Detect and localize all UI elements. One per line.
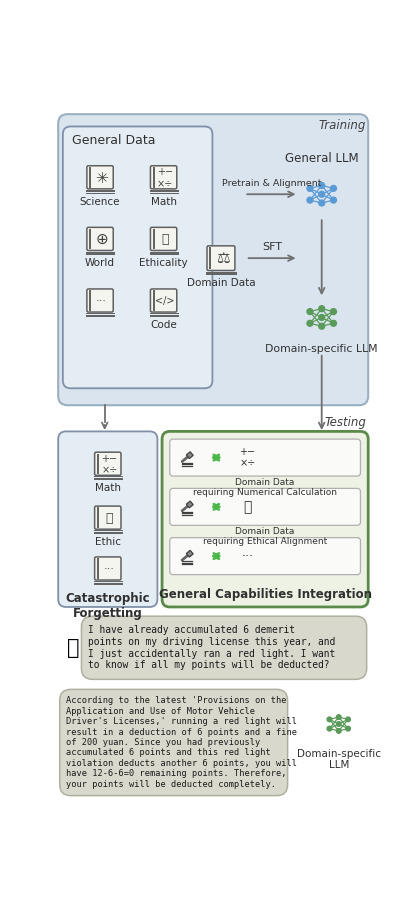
Text: ⊕: ⊕ [95,232,108,248]
Text: Domain-specific LLM: Domain-specific LLM [265,345,378,355]
Text: 🛡: 🛡 [243,500,252,514]
FancyBboxPatch shape [87,228,113,250]
Circle shape [319,200,324,206]
Circle shape [307,320,313,326]
Polygon shape [186,452,193,459]
Text: 🛡: 🛡 [106,512,113,525]
Circle shape [319,192,324,197]
Text: ✳: ✳ [95,171,108,185]
FancyBboxPatch shape [87,166,113,189]
FancyBboxPatch shape [170,537,360,574]
FancyBboxPatch shape [162,431,368,607]
Text: ···: ··· [241,550,253,562]
Text: I have already accumulated 6 demerit
points on my driving license this year, and: I have already accumulated 6 demerit poi… [88,626,335,670]
Text: According to the latest 'Provisions on the
Application and Use of Motor Vehicle
: According to the latest 'Provisions on t… [66,697,297,788]
Text: Domain-specific
LLM: Domain-specific LLM [297,749,381,770]
FancyBboxPatch shape [94,452,121,475]
Text: Testing: Testing [324,416,366,429]
Text: SFT: SFT [262,242,282,252]
FancyBboxPatch shape [170,439,360,476]
Text: General Data: General Data [72,134,156,148]
FancyBboxPatch shape [151,289,177,312]
Circle shape [319,183,324,188]
Circle shape [307,197,313,203]
FancyBboxPatch shape [151,228,177,250]
Text: Math: Math [95,483,121,493]
Polygon shape [186,550,193,557]
Circle shape [331,185,337,192]
Circle shape [337,722,341,726]
Text: Ethic: Ethic [95,537,121,547]
Text: General LLM: General LLM [285,152,359,165]
Text: ⚖: ⚖ [215,251,229,266]
FancyBboxPatch shape [82,616,366,680]
Circle shape [337,729,341,733]
FancyBboxPatch shape [94,506,121,529]
Circle shape [319,323,324,329]
FancyBboxPatch shape [87,289,113,312]
Circle shape [319,314,324,320]
Circle shape [331,309,337,314]
Circle shape [337,715,341,719]
Text: Training: Training [319,119,366,131]
FancyBboxPatch shape [63,127,213,388]
Text: 🤔: 🤔 [67,638,80,658]
Text: Domain Data
requiring Numerical Calculation: Domain Data requiring Numerical Calculat… [193,478,337,497]
Text: 🛡: 🛡 [161,233,169,247]
Text: ···: ··· [96,296,107,306]
Text: Code: Code [150,320,177,329]
Text: Pretrain & Alignment: Pretrain & Alignment [222,179,321,188]
FancyBboxPatch shape [58,114,368,405]
Text: Science: Science [80,196,120,206]
Text: Domain Data
requiring Ethical Alignment: Domain Data requiring Ethical Alignment [203,526,327,546]
FancyBboxPatch shape [151,166,177,189]
Circle shape [327,726,332,731]
Text: World: World [85,258,115,268]
Text: </>: </> [156,296,175,306]
FancyBboxPatch shape [94,557,121,580]
Text: ···: ··· [104,564,115,574]
Text: Domain Data: Domain Data [187,278,255,288]
Circle shape [307,185,313,192]
Circle shape [346,726,350,731]
Text: Math: Math [151,196,177,206]
Text: +−
×÷: +− ×÷ [101,454,117,475]
Text: Catastrophic
Forgetting: Catastrophic Forgetting [65,591,150,619]
Circle shape [307,309,313,314]
Text: +−
×÷: +− ×÷ [157,167,173,189]
Circle shape [331,197,337,203]
Text: Ethicality: Ethicality [139,258,188,268]
Circle shape [327,717,332,722]
FancyBboxPatch shape [58,431,157,607]
Text: General Capabilities Integration: General Capabilities Integration [158,588,371,601]
FancyBboxPatch shape [207,246,235,271]
Circle shape [331,320,337,326]
Text: +−
×÷: +− ×÷ [239,446,255,468]
Circle shape [319,306,324,311]
Polygon shape [186,501,193,508]
FancyBboxPatch shape [60,689,287,796]
Circle shape [346,717,350,722]
FancyBboxPatch shape [170,489,360,526]
